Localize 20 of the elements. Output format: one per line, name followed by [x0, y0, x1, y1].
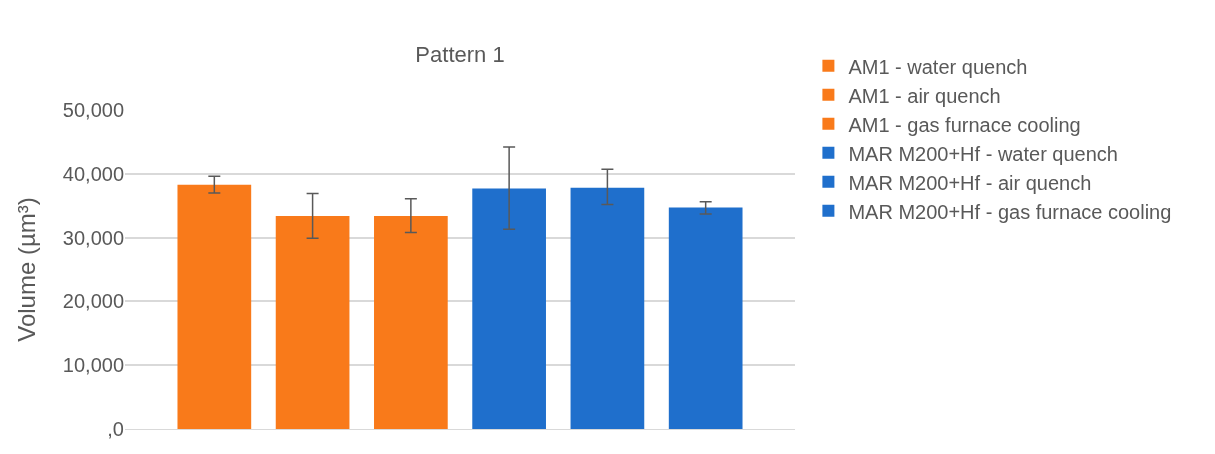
y-tick-label: 50,000 [62, 99, 124, 121]
y-tick-label: 10,000 [62, 354, 124, 377]
bar [374, 215, 448, 429]
legend-label: AM1 - gas furnace cooling [848, 113, 1081, 136]
bar [668, 207, 743, 429]
legend-label: MAR M200+Hf - water quench [848, 142, 1118, 165]
legend-label: AM1 - air quench [848, 84, 1001, 107]
bar [570, 187, 645, 429]
y-tick-label: ,0 [107, 418, 124, 440]
bar [472, 188, 546, 429]
legend-label: MAR M200+Hf - gas furnace cooling [848, 200, 1172, 223]
y-axis-title: Volume (µm³) [12, 197, 40, 342]
bar [275, 215, 350, 429]
y-tick-label: 20,000 [62, 290, 124, 313]
bar [177, 184, 252, 429]
legend-label: AM1 - water quench [848, 55, 1028, 78]
chart-title: Pattern 1 [415, 42, 505, 68]
y-tick-label: 30,000 [62, 226, 124, 249]
y-tick-label: 40,000 [62, 162, 124, 185]
legend-label: MAR M200+Hf - air quench [848, 171, 1092, 194]
